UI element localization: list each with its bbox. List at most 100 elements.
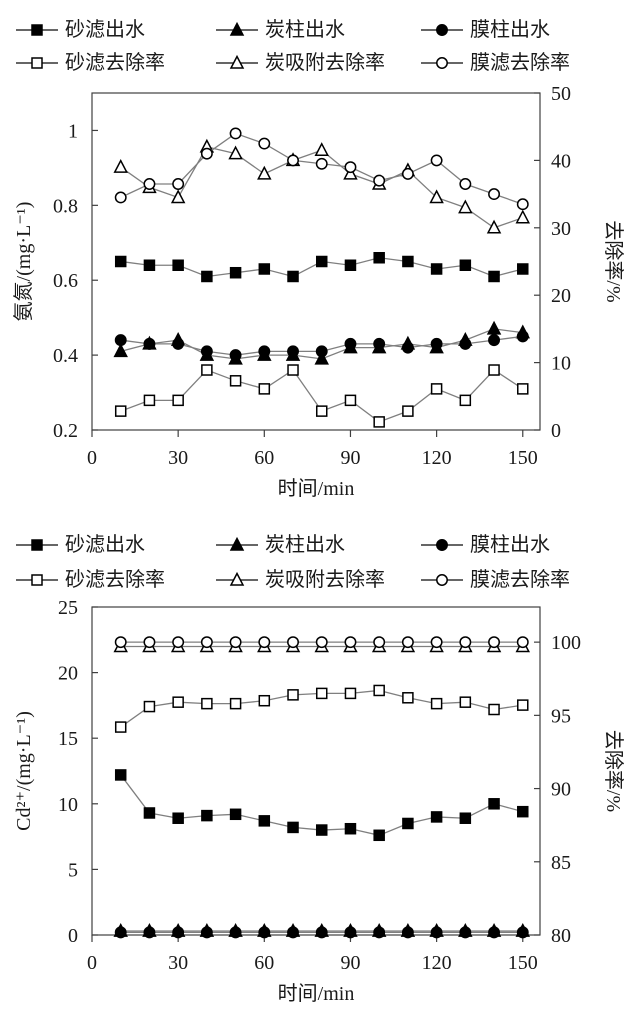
- filled-triangle-icon: [216, 536, 258, 551]
- open-square-marker: [344, 687, 357, 700]
- left-tick-label: 0.4: [53, 345, 78, 367]
- filled-circle-marker: [459, 926, 472, 939]
- left-tick-label: 25: [58, 597, 78, 619]
- filled-circle-marker: [430, 926, 443, 939]
- filled-circle-marker: [344, 337, 357, 350]
- filled-square-marker: [344, 822, 357, 835]
- legend-label: 膜滤去除率: [470, 569, 570, 591]
- open-circle-marker: [488, 188, 501, 201]
- open-triangle-marker: [314, 142, 329, 157]
- filled-circle-marker: [436, 539, 448, 551]
- filled-square-marker: [430, 263, 443, 275]
- x-axis-title: 时间/min: [278, 477, 355, 500]
- open-square-marker: [402, 405, 414, 417]
- filled-circle-marker: [430, 337, 443, 350]
- open-square-marker: [258, 694, 271, 707]
- open-circle-marker: [287, 636, 299, 649]
- open-square-icon: [16, 57, 58, 69]
- legend-label: 炭柱出水: [265, 534, 345, 556]
- open-square-marker: [201, 697, 213, 710]
- open-square-marker: [31, 574, 43, 586]
- left-tick-label: 0: [68, 925, 78, 947]
- left-tick-label: 0.8: [53, 195, 78, 217]
- filled-square-marker: [344, 259, 357, 271]
- cadmium-chart: 0 5 10 15 20 25 80 85 90 95 100 0 30 60 90 120 150 Cd²⁺/(…: [13, 597, 625, 1005]
- filled-square-marker: [287, 821, 299, 834]
- open-circle-marker: [229, 636, 242, 649]
- open-circle-marker: [430, 636, 443, 649]
- x-tick-label: 150: [508, 952, 538, 974]
- filled-circle-marker: [436, 24, 448, 36]
- filled-circle-marker: [200, 926, 213, 939]
- filled-triangle-marker: [229, 536, 245, 551]
- filled-circle-marker: [229, 349, 242, 362]
- filled-square-marker: [229, 808, 242, 821]
- left-tick-label: 15: [58, 728, 78, 750]
- right-axis-title: 去除率/%: [602, 730, 625, 812]
- open-square-marker: [488, 703, 500, 716]
- open-circle-marker: [114, 636, 127, 649]
- filled-square-marker: [201, 270, 213, 283]
- filled-square-marker: [402, 817, 414, 830]
- filled-square-marker: [114, 255, 127, 268]
- open-square-marker: [344, 394, 357, 407]
- x-tick-label: 120: [422, 447, 452, 469]
- open-triangle-marker: [486, 219, 502, 234]
- open-circle-marker: [258, 137, 271, 150]
- legend-label: 炭柱出水: [265, 19, 345, 41]
- open-square-marker: [172, 394, 184, 407]
- filled-triangle-marker: [314, 350, 329, 365]
- filled-triangle-marker: [229, 21, 245, 36]
- open-square-marker: [402, 692, 414, 704]
- open-square-marker: [373, 684, 385, 697]
- legend-item: 炭吸附去除率: [215, 568, 385, 592]
- open-circle-marker: [315, 157, 328, 170]
- open-square-marker: [229, 375, 242, 387]
- open-square-marker: [114, 721, 127, 733]
- open-triangle-marker: [257, 165, 272, 180]
- filled-square-marker: [258, 263, 271, 275]
- legend-label: 膜柱出水: [470, 19, 550, 41]
- legend-label: 砂滤出水: [65, 534, 145, 556]
- filled-square-marker: [31, 539, 43, 551]
- filled-circle-marker: [172, 926, 185, 939]
- filled-square-icon: [16, 539, 58, 551]
- filled-square-marker: [258, 815, 271, 827]
- filled-square-marker: [114, 769, 127, 781]
- right-tick-label: 100: [551, 632, 581, 654]
- filled-square-icon: [16, 24, 58, 36]
- open-circle-marker: [344, 636, 357, 649]
- filled-circle-marker: [459, 337, 472, 350]
- x-tick-label: 150: [508, 447, 538, 469]
- right-tick-label: 20: [551, 285, 571, 307]
- left-tick-label: 0.6: [53, 270, 78, 292]
- open-circle-marker: [143, 636, 156, 649]
- filled-square-marker: [229, 266, 242, 279]
- filled-circle-marker: [315, 345, 328, 358]
- open-square-marker: [459, 696, 472, 708]
- filled-circle-marker: [401, 926, 414, 939]
- filled-circle-marker: [172, 337, 185, 350]
- left-tick-label: 20: [58, 663, 78, 685]
- open-circle-marker: [488, 636, 501, 649]
- filled-square-marker: [459, 812, 472, 824]
- legend-item: 膜滤去除率: [420, 51, 570, 75]
- legend-item: 砂滤去除率: [15, 51, 165, 75]
- legend-label: 砂滤去除率: [65, 569, 165, 591]
- open-circle-marker: [436, 574, 448, 586]
- open-square-marker: [287, 364, 299, 376]
- right-tick-label: 50: [551, 83, 571, 105]
- filled-circle-marker: [114, 334, 127, 347]
- legend-label: 膜滤去除率: [470, 52, 570, 74]
- x-axis-title: 时间/min: [278, 982, 355, 1005]
- legend-item: 膜柱出水: [420, 18, 550, 42]
- open-circle-marker: [315, 636, 328, 649]
- filled-square-marker: [172, 259, 184, 271]
- open-circle-marker: [114, 191, 127, 204]
- left-tick-label: 10: [58, 794, 78, 816]
- open-square-marker: [488, 364, 500, 376]
- open-square-marker: [114, 405, 127, 417]
- right-axis-title: 去除率/%: [602, 220, 625, 302]
- filled-triangle-marker: [486, 320, 502, 335]
- filled-circle-marker: [516, 330, 529, 343]
